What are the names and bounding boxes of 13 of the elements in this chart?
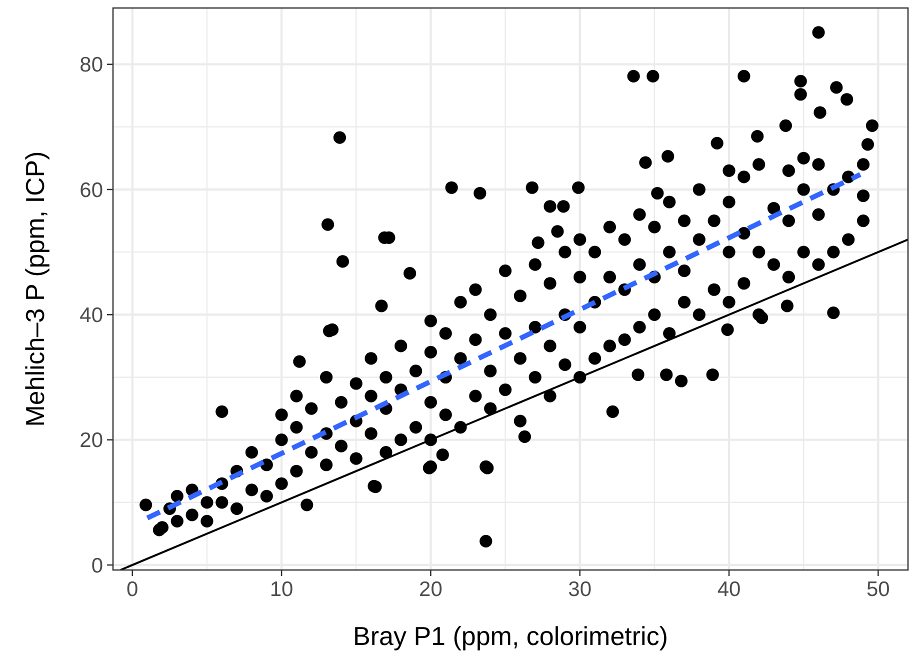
y-tick-label: 60 [80,178,103,202]
x-axis-title: Bray P1 (ppm, colorimetric) [353,621,668,651]
x-tick-label: 0 [126,578,138,601]
x-tick-label: 40 [717,578,741,601]
y-tick-label: 20 [80,429,103,452]
x-tick-label: 20 [419,578,442,601]
x-tick-label: 10 [270,578,294,601]
y-axis-title: Mehlich–3 P (ppm, ICP) [20,151,50,427]
y-tick-label: 80 [80,54,103,77]
y-tick-label: 40 [80,304,103,328]
x-tick-label: 50 [866,578,890,601]
x-tick-label: 30 [568,578,592,601]
y-tick-label: 0 [91,554,103,578]
